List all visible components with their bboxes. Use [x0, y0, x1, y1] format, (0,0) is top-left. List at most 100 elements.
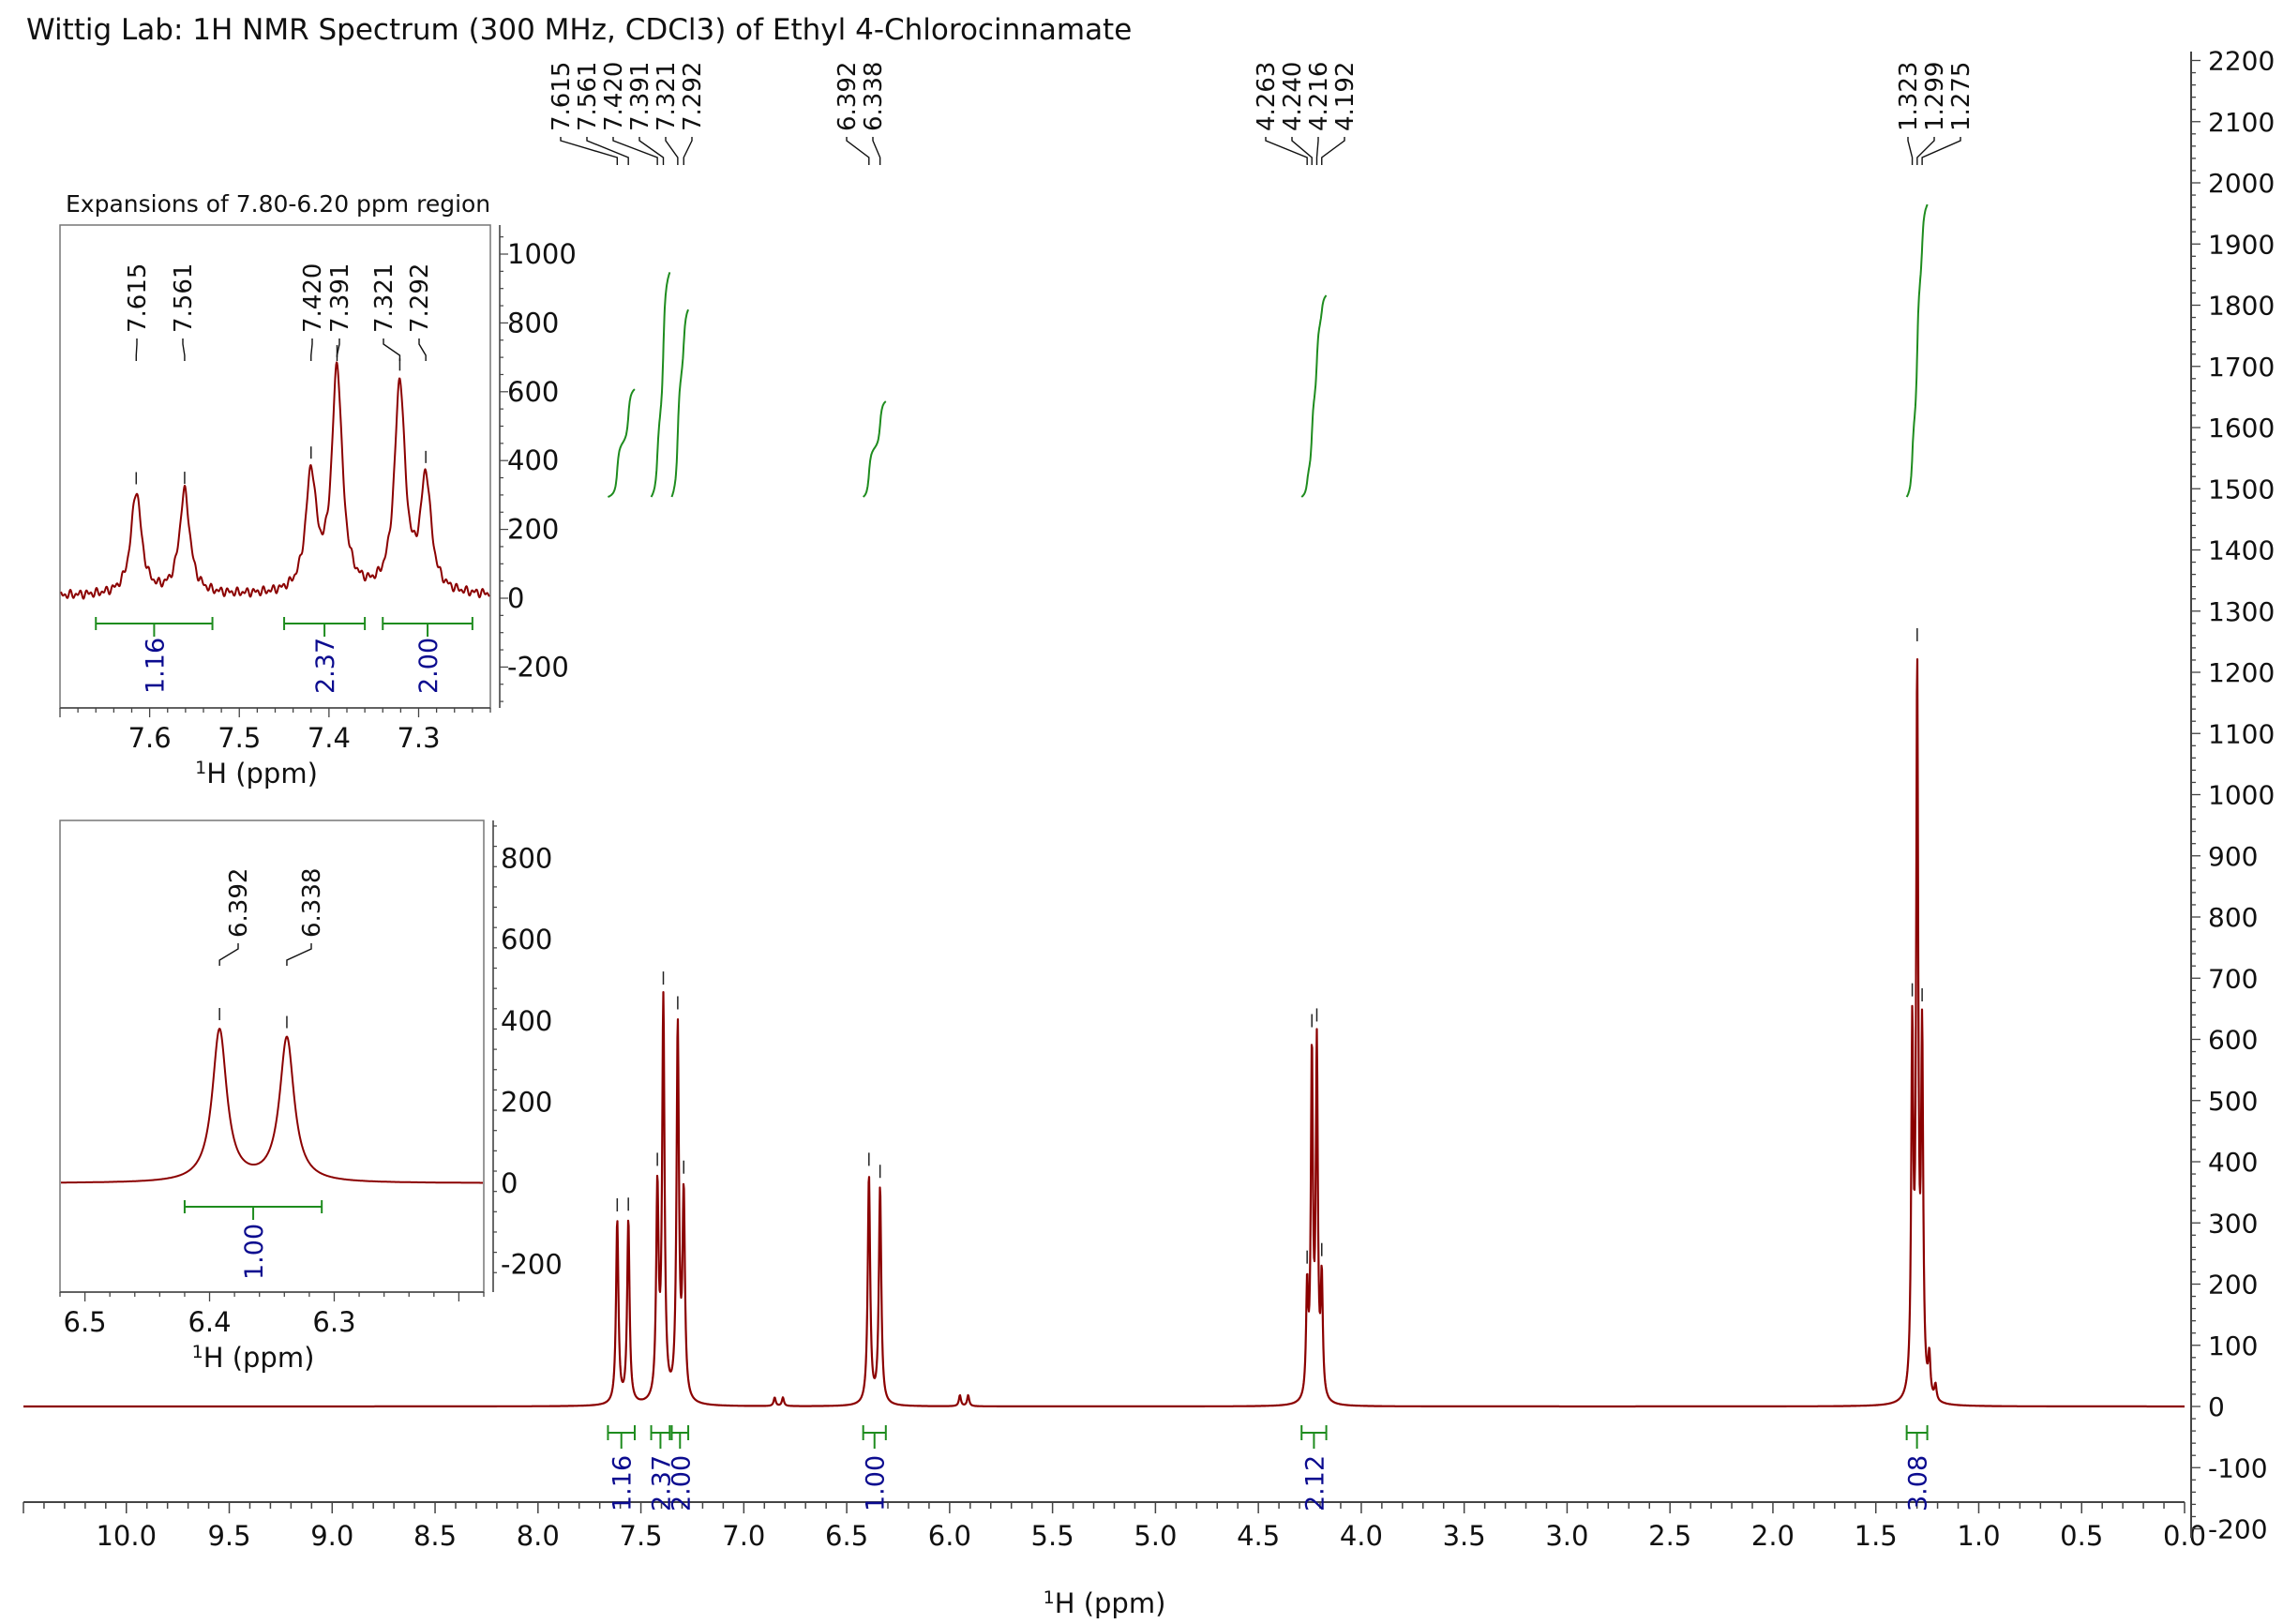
peak-label: 7.615: [548, 62, 576, 131]
inset-y-tick-label: 200: [507, 514, 559, 546]
inset-y-tick-label: 0: [507, 582, 524, 614]
peak-label: 6.392: [834, 62, 862, 131]
x-tick-label: 5.0: [1134, 1520, 1177, 1552]
inset-y-tick-label: 600: [507, 376, 559, 408]
inset-peak-leader: [135, 338, 138, 361]
inset-y-tick-label: 400: [507, 444, 559, 476]
inset-y-tick-label: 600: [501, 924, 552, 955]
y-tick-label: 1900: [2208, 229, 2275, 260]
inset-x-tick-label: 6.4: [188, 1306, 231, 1338]
x-tick-label: 5.5: [1031, 1520, 1074, 1552]
inset-x-tick-label: 6.3: [312, 1306, 355, 1338]
inset-integral-value: 2.00: [414, 638, 443, 694]
peak-label: 7.321: [653, 62, 681, 131]
inset-x-tick-label: 7.6: [128, 722, 172, 754]
peak-label-leader: [1916, 137, 1935, 165]
inset-x-tick-label: 7.3: [397, 722, 440, 754]
integral-value: 2.12: [1300, 1455, 1329, 1511]
inset-y-tick-label: 200: [501, 1086, 552, 1118]
inset-peak-leader: [383, 338, 401, 361]
main-spectrum: [23, 627, 2185, 1408]
inset-peak-label: 7.391: [326, 263, 354, 333]
y-tick-label: -200: [2208, 1514, 2268, 1545]
x-tick-label: 3.5: [1443, 1520, 1486, 1552]
y-tick-label: 0: [2208, 1391, 2225, 1422]
x-axis-label: 1H (ppm): [1044, 1587, 1166, 1619]
peak-label-leader: [1921, 137, 1961, 165]
integral-curve: [862, 400, 887, 498]
x-tick-label: 7.0: [722, 1520, 765, 1552]
x-tick-label: 9.0: [310, 1520, 353, 1552]
peak-label-leader: [872, 137, 881, 165]
peak-label-leader: [586, 137, 629, 165]
inset-spectrum-line: [60, 361, 490, 600]
spectrum-line: [23, 658, 2185, 1408]
inset-y-tick-label: -200: [507, 651, 569, 683]
x-tick-label: 3.0: [1545, 1520, 1588, 1552]
inset-frame: [59, 820, 485, 1293]
inset-title: Expansions of 7.80-6.20 ppm region: [66, 190, 490, 218]
inset-x-tick-label: 7.5: [218, 722, 261, 754]
peak-label: 7.391: [626, 62, 654, 131]
inset-peak-leader: [310, 338, 313, 361]
inset-peak-leader: [218, 943, 239, 966]
peak-label-leader: [1291, 137, 1313, 165]
inset-vinyl-expansion: 6.392 6.338 1.00 6.5 6.4 6.3 1H (ppm) 800 600 400…: [59, 820, 563, 1374]
inset-y-tick-label: 1000: [507, 238, 577, 270]
x-tick-label: 1.0: [1957, 1520, 2000, 1552]
integral-value: 3.08: [1904, 1455, 1933, 1511]
inset-x-axis-label-superscript: 1: [192, 1342, 203, 1362]
integral-value: 2.00: [667, 1455, 696, 1511]
y-tick-label: 400: [2208, 1147, 2258, 1178]
inset-peak-leader: [336, 338, 340, 361]
x-tick-label: 10.0: [96, 1520, 157, 1552]
x-tick-label: 0.0: [2163, 1520, 2206, 1552]
inset-x-tick-label: 6.5: [64, 1306, 107, 1338]
inset-x-tick-label: 7.4: [308, 722, 351, 754]
main-axes: 10.0 9.5 9.0 8.5 8.0 7.5 7.0 6.5 6.0 5.5 5.0 4.5 4.0…: [23, 46, 2275, 1619]
y-tick-label: 800: [2208, 902, 2258, 933]
inset-x-axis-label-superscript: 1: [195, 758, 206, 778]
inset-y-tick-label: 800: [501, 843, 552, 875]
y-tick-label: 200: [2208, 1270, 2258, 1301]
inset-peak-label: 6.392: [225, 868, 253, 938]
integral-value: 1.16: [608, 1455, 638, 1511]
peak-label-leader: [1907, 137, 1914, 165]
y-tick-label: 700: [2208, 963, 2258, 994]
y-tick-label: 1100: [2208, 718, 2275, 749]
peak-label-leader: [846, 137, 870, 165]
main-integrals: 1.16 2.372.00 1.00 2.12 3.08: [607, 1425, 1933, 1511]
inset-y-tick-label: 400: [501, 1005, 552, 1037]
y-tick-label: 300: [2208, 1208, 2258, 1239]
y-tick-label: 1500: [2208, 474, 2275, 504]
peak-label: 7.292: [679, 62, 707, 131]
peak-label-leader: [1315, 137, 1319, 165]
x-tick-label: 7.5: [620, 1520, 663, 1552]
inset-peak-leader: [418, 338, 427, 361]
inset-x-axis-label: 1H (ppm): [195, 758, 318, 789]
inset-peak-label: 7.292: [406, 263, 434, 333]
x-tick-label: 1.5: [1855, 1520, 1898, 1552]
peak-label: 4.192: [1331, 62, 1359, 131]
inset-integral-value: 2.37: [311, 638, 340, 694]
inset-peak-label: 7.321: [370, 263, 398, 333]
y-tick-label: 1300: [2208, 596, 2275, 627]
chart-title: Wittig Lab: 1H NMR Spectrum (300 MHz, CD…: [26, 13, 1133, 47]
peak-label: 7.561: [574, 62, 602, 131]
peak-label: 6.338: [860, 62, 888, 131]
inset-peak-leader: [286, 943, 312, 966]
x-tick-label: 8.0: [517, 1520, 560, 1552]
y-tick-label: 2100: [2208, 107, 2275, 138]
peak-label-leader: [560, 137, 619, 165]
inset-integral-value: 1.00: [240, 1224, 269, 1280]
x-tick-label: 2.0: [1751, 1520, 1795, 1552]
integral-curve: [608, 388, 636, 498]
x-tick-label: 6.0: [928, 1520, 971, 1552]
inset-peak-label: 7.615: [124, 263, 152, 333]
peak-label-leader: [683, 137, 693, 165]
peak-label: 1.275: [1947, 62, 1975, 131]
inset-x-axis-label: 1H (ppm): [192, 1342, 315, 1374]
x-tick-label: 2.5: [1648, 1520, 1691, 1552]
